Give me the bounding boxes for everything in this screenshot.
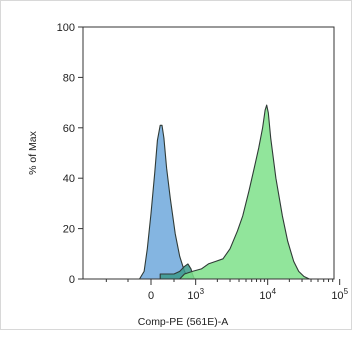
x-tick-label: 0 [148, 290, 154, 302]
axis-layer: 0 20 40 60 80 100 0 103 104 105 [57, 22, 349, 302]
histogram-series-3 [179, 104, 310, 280]
y-tick-label: 100 [57, 22, 75, 34]
y-tick-label: 0 [69, 274, 75, 286]
y-tick-label: 20 [63, 224, 75, 236]
x-tick-label: 105 [331, 287, 348, 302]
y-tick-label: 40 [63, 173, 75, 185]
plot-frame [82, 26, 335, 280]
x-tick-label: 104 [259, 287, 276, 302]
y-tick-label: 80 [63, 72, 75, 84]
y-axis-title: % of Max [27, 130, 39, 175]
y-tick-label: 60 [63, 123, 75, 135]
histogram-series-1 [138, 124, 191, 280]
series-layer [138, 104, 310, 280]
x-tick-label: 103 [187, 287, 204, 302]
x-axis-title: Comp-PE (561E)-A [138, 316, 228, 328]
